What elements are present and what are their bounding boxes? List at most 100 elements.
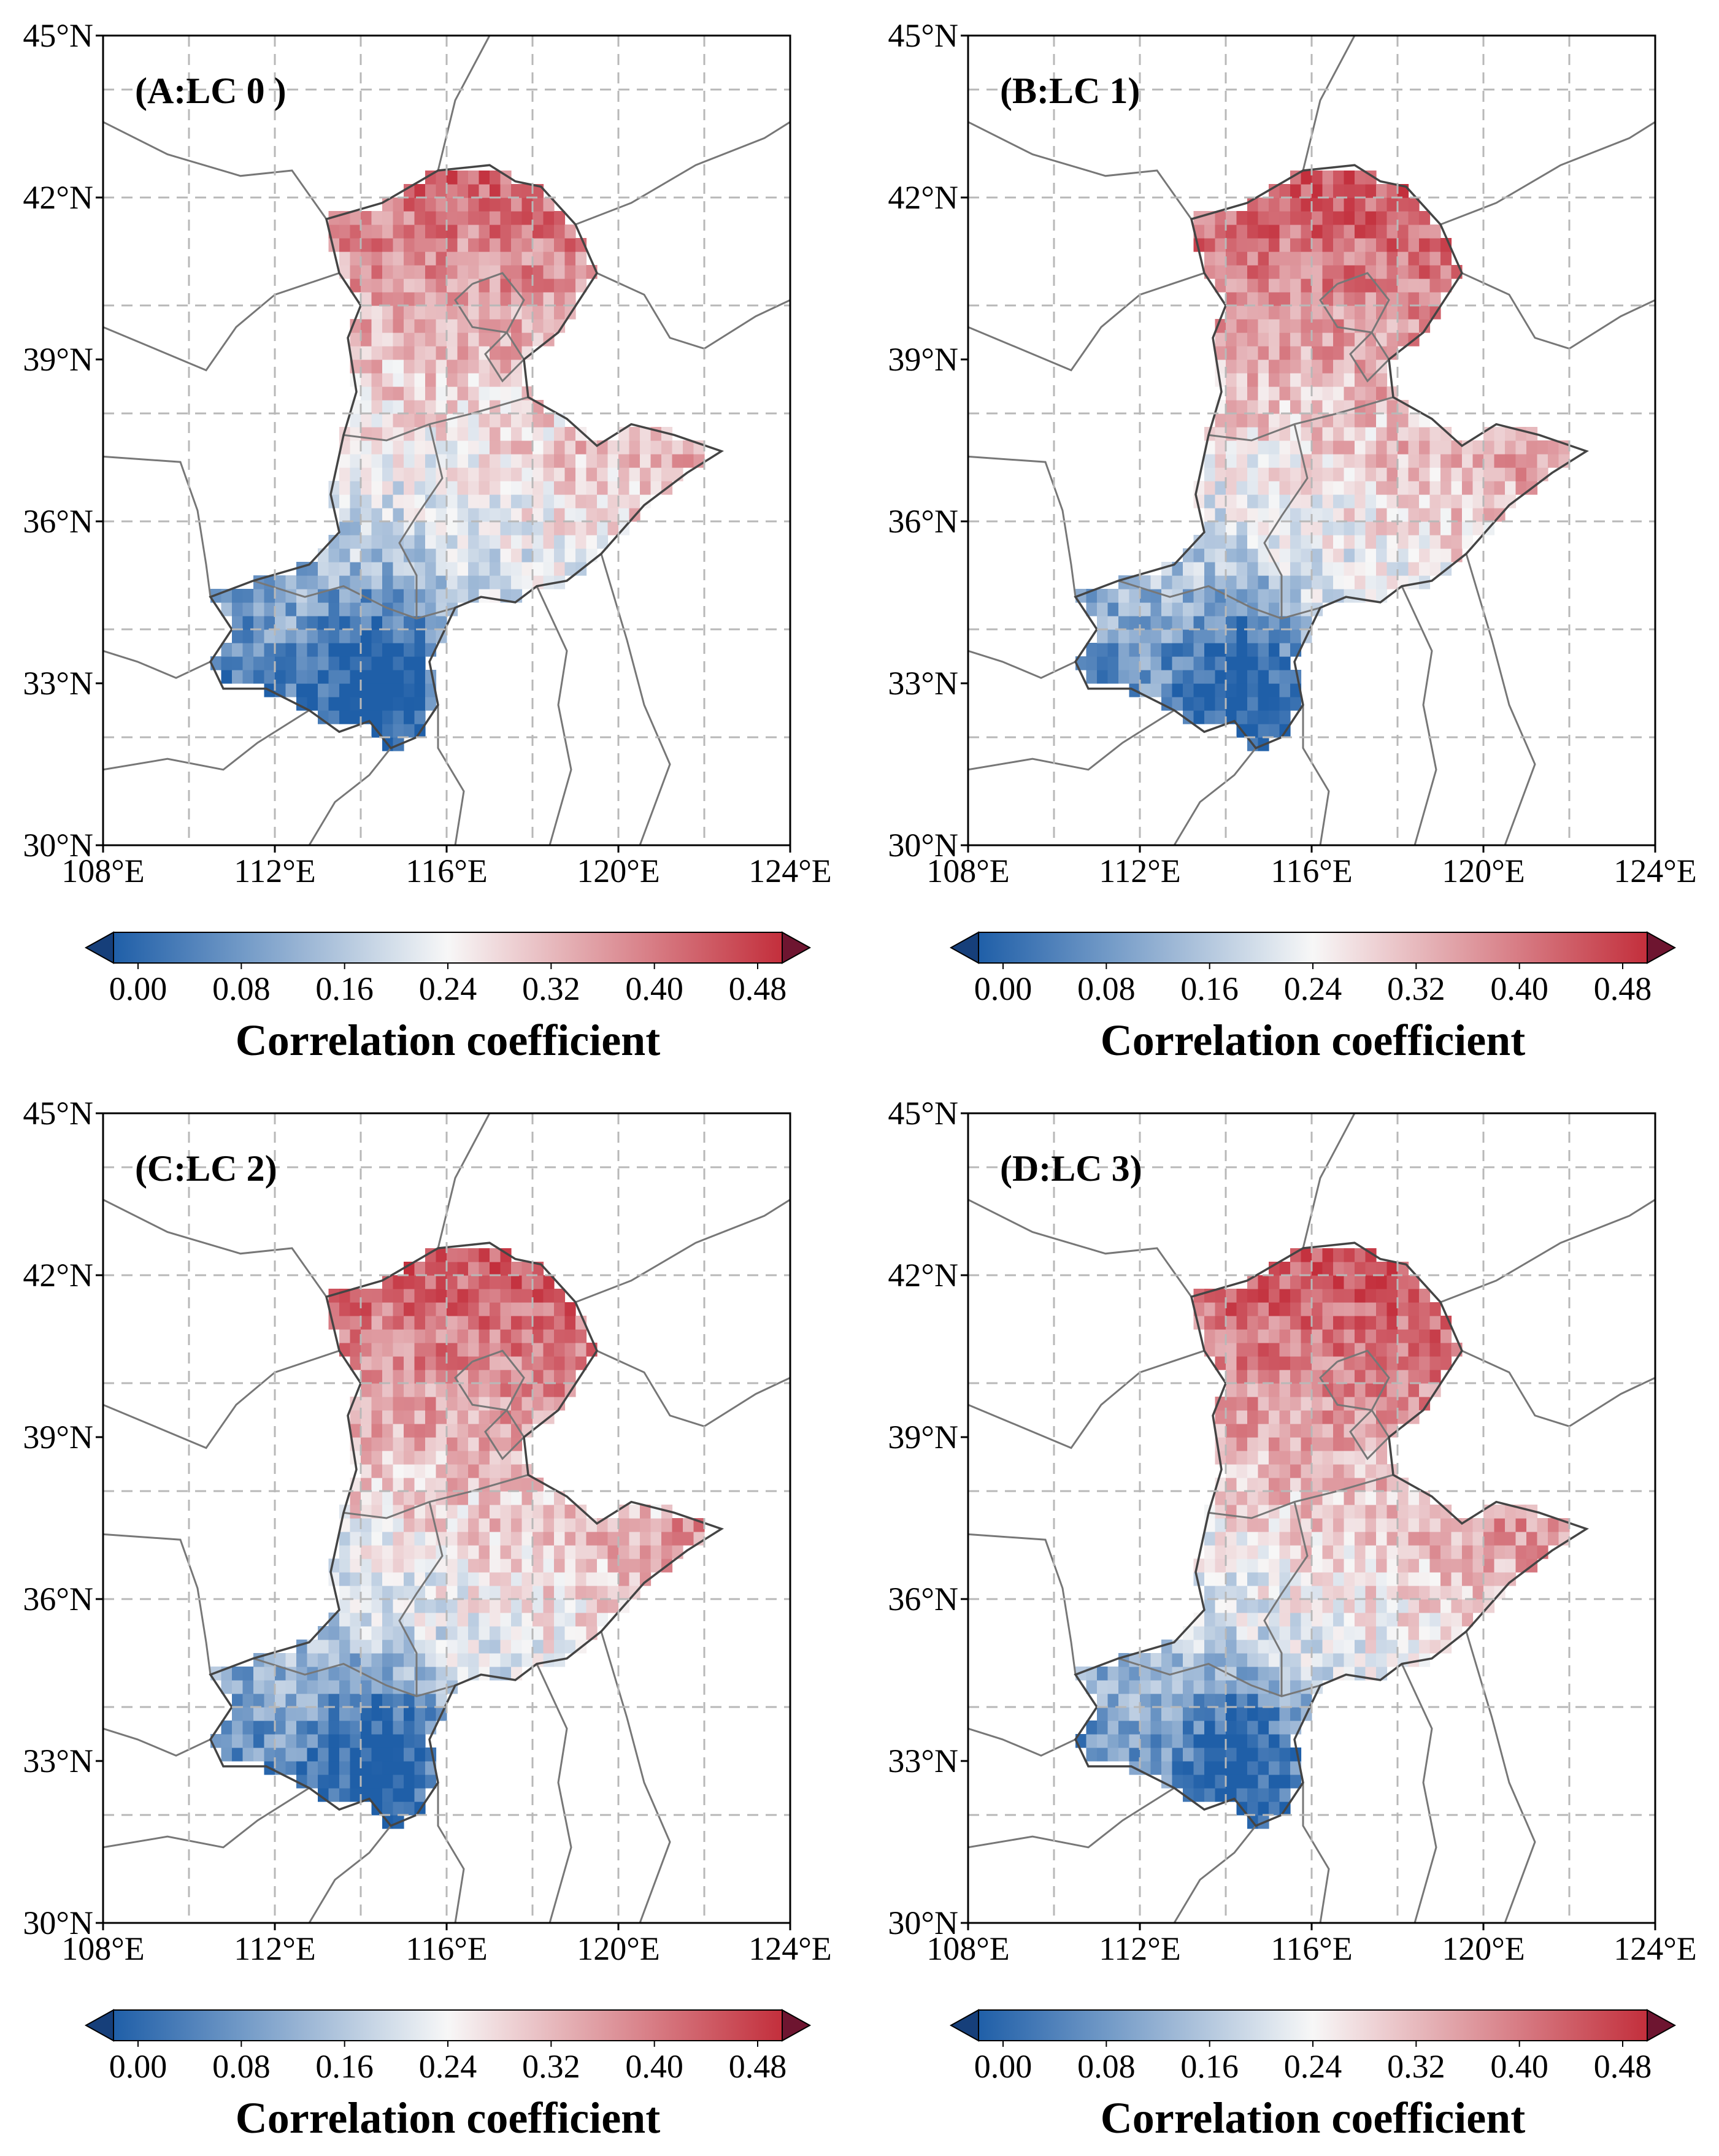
grid-cell [414,319,426,333]
grid-cell [1279,373,1291,387]
grid-cell [1344,454,1355,468]
grid-cell [393,1491,404,1505]
grid-cell [371,1545,383,1559]
grid-cell [500,1437,512,1451]
grid-cell [436,1667,447,1681]
grid-cell [425,454,437,468]
grid-cell [1301,359,1312,374]
grid-cell [1269,211,1280,225]
grid-cell [1376,386,1388,401]
grid-cell [1419,1586,1431,1600]
grid-cell [447,386,458,401]
grid-cell [1344,386,1355,401]
grid-cell [490,1370,501,1384]
grid-cell [490,508,501,522]
grid-cell [564,562,576,576]
grid-cell [1150,1721,1162,1735]
grid-cell [1419,1559,1431,1573]
grid-cell [521,278,533,293]
grid-cell [1312,1343,1323,1357]
grid-cell [1204,1559,1216,1573]
grid-cell [1398,1572,1409,1586]
grid-cell [232,616,244,630]
grid-cell [1429,292,1441,306]
grid-cell [1365,1653,1377,1667]
grid-cell [490,1424,501,1438]
grid-cell [1376,1302,1388,1316]
grid-cell [1312,589,1323,603]
grid-cell [1419,1545,1431,1559]
grid-cell [1247,1316,1259,1330]
grid-cell [382,494,394,508]
grid-cell [1386,346,1398,360]
grid-cell [1226,1653,1237,1667]
grid-cell [479,1653,490,1667]
province-boundary [103,1349,340,1449]
grid-cell [339,710,351,724]
grid-cell [1333,1248,1345,1262]
grid-cell [597,1532,609,1546]
grid-cell [1258,278,1269,293]
grid-cell [468,346,480,360]
grid-cell [1365,305,1377,320]
grid-cell [1355,1653,1366,1667]
grid-cell [328,548,340,562]
grid-cell [629,440,640,455]
grid-cell [543,481,555,495]
grid-cell [1247,413,1259,428]
grid-cell [1215,1424,1226,1438]
grid-cell [618,1532,630,1546]
colorbar-tick-label: 0.08 [1077,2048,1136,2085]
grid-cell [1258,332,1269,347]
grid-cell [500,1640,512,1654]
grid-cell [339,1613,351,1627]
grid-cell [575,251,587,266]
grid-cell [521,1559,533,1573]
grid-cell [361,1599,372,1613]
grid-cell [382,413,394,428]
grid-cell [425,562,437,576]
grid-cell [425,1356,437,1370]
colorbar-tick-label: 0.24 [1284,2048,1342,2085]
grid-cell [468,171,480,185]
grid-cell [1365,481,1377,495]
grid-cell [1344,1640,1355,1654]
colorbar-tick-label: 0.40 [1490,970,1548,1007]
grid-cell [640,1518,652,1532]
grid-cell [414,1613,426,1627]
grid-cell [425,265,437,279]
grid-cell [1172,1694,1183,1708]
grid-cell [1279,359,1291,374]
grid-cell [1408,251,1420,266]
grid-cell [371,1451,383,1465]
grid-cell [1204,1640,1216,1654]
grid-cell [1429,454,1441,468]
grid-cell [382,373,394,387]
province-boundary [103,1727,211,1757]
grid-cell [543,1559,555,1573]
grid-cell [1193,1707,1205,1721]
grid-cell [1183,670,1194,684]
grid-cell [1408,1559,1420,1573]
grid-cell [1183,1761,1194,1775]
grid-cell [339,683,351,697]
grid-cell [1322,1599,1334,1613]
colorbar-tick-label: 0.40 [625,970,683,1007]
grid-cell [1226,1599,1237,1613]
grid-cell [1301,1478,1312,1492]
lat-tick-label: 30°N [23,827,93,864]
grid-cell [1386,1613,1398,1627]
grid-cell [393,1343,404,1357]
grid-cell [543,278,555,293]
grid-cell [521,1572,533,1586]
grid-cell [1440,467,1452,481]
grid-cell [554,1640,566,1654]
grid-cell [1398,548,1409,562]
grid-cell [1322,1397,1334,1411]
grid-cell [232,1747,244,1762]
grid-cell [307,683,318,697]
grid-cell [1301,589,1312,603]
grid-cell [543,1518,555,1532]
grid-cell [1386,224,1398,239]
grid-cell [1301,171,1312,185]
